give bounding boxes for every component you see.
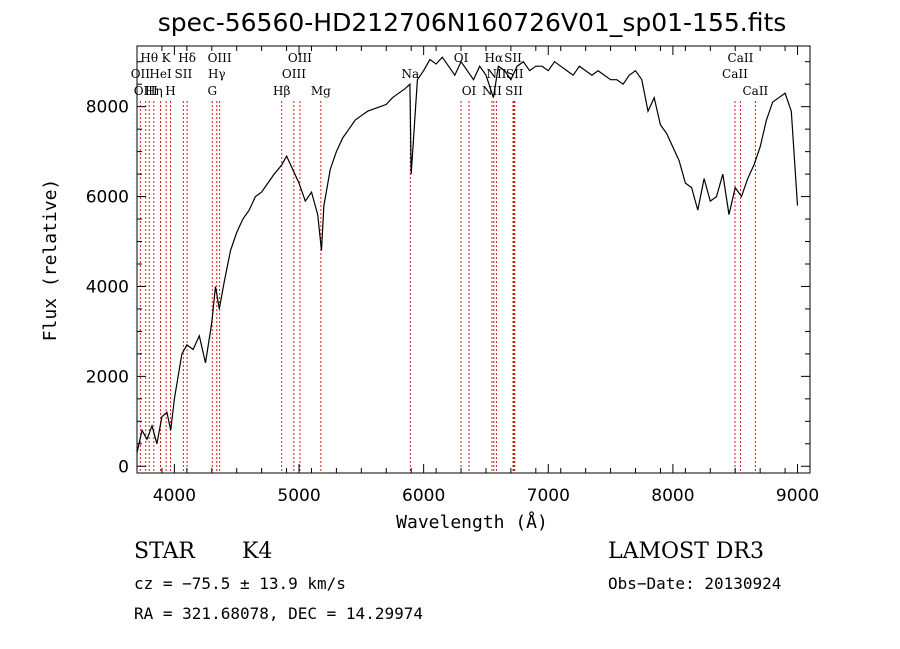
spectral-line-label: SII (506, 67, 524, 81)
spectral-line-label: CaII (722, 67, 748, 81)
spectral-line-label: K (162, 51, 172, 65)
coordinates-text: RA = 321.68078, DEC = 14.29974 (134, 604, 423, 623)
plot-frame (136, 45, 811, 474)
y-tick-label: 8000 (86, 98, 129, 118)
y-tick-label: 2000 (86, 367, 129, 387)
spectral-line-label: Mg (311, 84, 331, 98)
x-tick-label: 4000 (153, 486, 196, 506)
spectral-line-label: HeI (149, 67, 172, 81)
y-tick-label: 0 (118, 457, 129, 477)
spectral-line-label: SII (505, 84, 523, 98)
y-axis-label: Flux (relative) (40, 179, 61, 342)
x-tick-label: 9000 (776, 486, 819, 506)
spectral-line-label: OIII (134, 84, 158, 98)
spectral-line-label: Hβ (273, 84, 290, 98)
spectral-line-label: NII (482, 84, 502, 98)
spectral-line-label: CaII (742, 84, 768, 98)
y-tick-label: 6000 (86, 188, 129, 208)
spectral-line-label: Hγ (208, 67, 226, 81)
spectral-line-label: OI (454, 51, 469, 65)
spectral-line-markers (139, 101, 756, 473)
spectral-line-label: Hα (485, 51, 504, 65)
obs-date-text: Obs−Date: 20130924 (608, 574, 781, 593)
x-axis-label: Wavelength (Å) (396, 511, 548, 533)
survey-name: LAMOST DR3 (608, 539, 764, 564)
y-axis-ticks: 0 2000 4000 6000 8000 (86, 61, 810, 477)
x-tick-label: 8000 (651, 486, 694, 506)
object-class: STAR (134, 539, 196, 564)
spectral-line-label: SII (504, 51, 522, 65)
spectrum-line (136, 56, 799, 453)
spectral-line-label: H (165, 84, 175, 98)
spectral-line-label: OII (131, 67, 151, 81)
object-subclass: K4 (242, 539, 272, 564)
y-tick-label: 4000 (86, 277, 129, 297)
spectral-line-label: Hθ (140, 51, 158, 65)
spectral-line-label: OI (462, 84, 477, 98)
x-tick-label: 6000 (402, 486, 445, 506)
spectral-line-label: G (207, 84, 217, 98)
spectral-line-label: SII (175, 67, 193, 81)
x-tick-label: 5000 (277, 486, 320, 506)
x-axis-ticks: 4000 5000 6000 7000 8000 9000 (136, 46, 819, 506)
spectral-line-label: OIII (288, 51, 312, 65)
x-tick-label: 7000 (527, 486, 570, 506)
spectral-line-label: OIII (208, 51, 232, 65)
redshift-text: cz = −75.5 ± 13.9 km/s (134, 574, 346, 593)
spectral-line-label: OIII (282, 67, 306, 81)
spectral-line-label: Hδ (178, 51, 196, 65)
spectral-line-label: Na (401, 67, 419, 81)
spectral-line-label: Hη (145, 84, 163, 98)
spectral-line-label: CaII (728, 51, 754, 65)
chart-title: spec-56560-HD212706N160726V01_sp01-155.f… (158, 8, 787, 37)
